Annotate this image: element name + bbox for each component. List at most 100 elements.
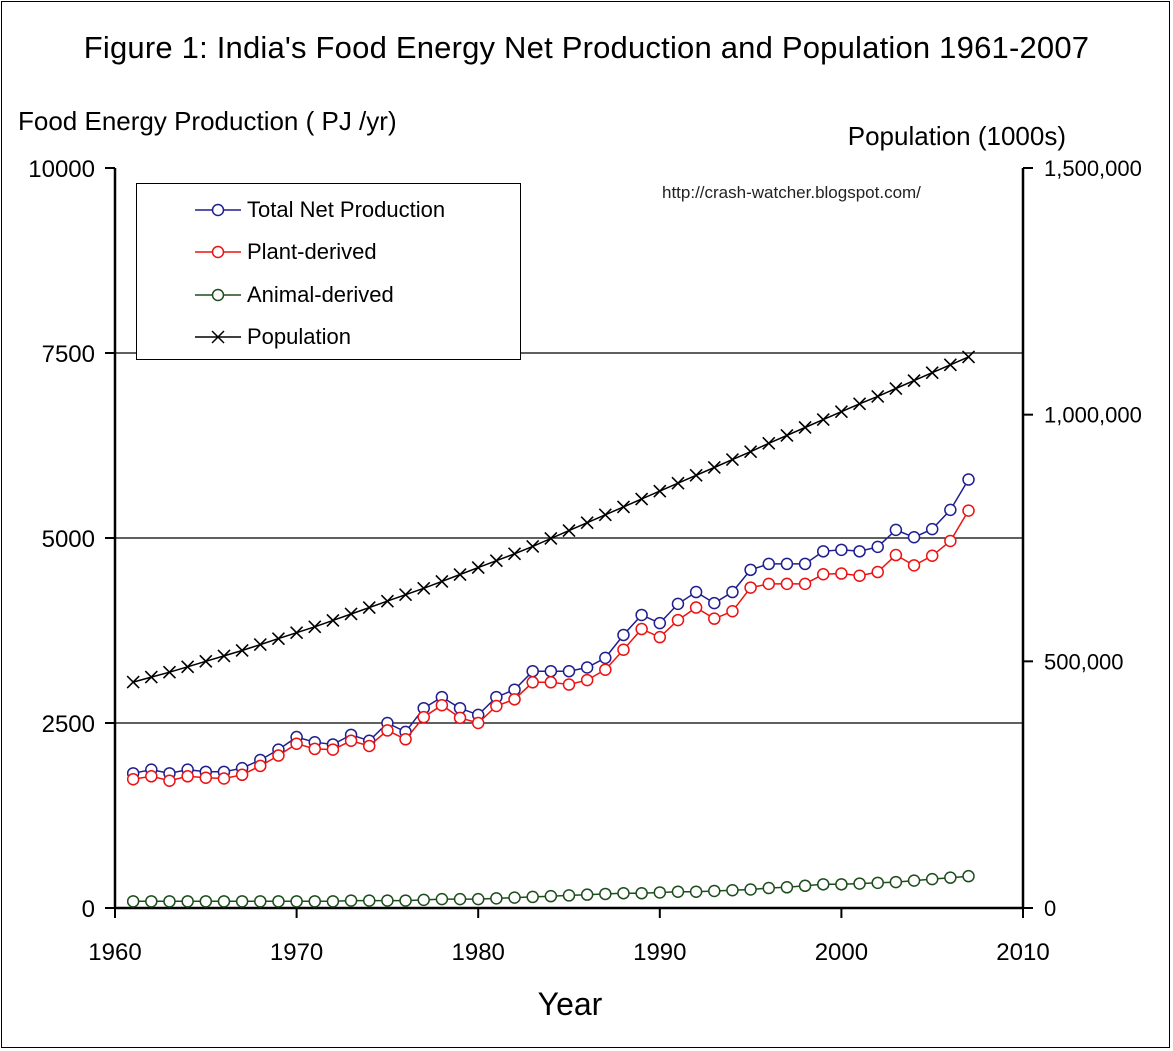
- data-point-population: [834, 405, 848, 419]
- data-point-total-net-production: [653, 616, 667, 630]
- data-point-animal-derived: [635, 886, 648, 900]
- x-tick-label: 2000: [815, 939, 868, 966]
- data-point-animal-derived: [272, 895, 285, 908]
- data-point-total-net-production: [744, 563, 757, 577]
- data-point-total-net-production: [689, 585, 703, 599]
- data-point-population: [725, 452, 740, 467]
- data-point-animal-derived: [126, 895, 140, 908]
- legend-item-animal: Animal-derived: [195, 280, 394, 310]
- data-point-population: [744, 445, 758, 459]
- data-point-animal-derived: [508, 891, 521, 904]
- legend-circle-marker-icon: [195, 245, 241, 259]
- data-point-population: [380, 594, 394, 608]
- data-point-population: [398, 588, 413, 602]
- data-point-plant-derived: [272, 749, 285, 762]
- data-point-total-net-production: [526, 664, 539, 678]
- data-point-total-net-production: [544, 664, 558, 678]
- data-point-plant-derived: [508, 693, 521, 706]
- data-point-plant-derived: [889, 548, 903, 562]
- data-point-plant-derived: [417, 710, 430, 724]
- data-point-population: [489, 554, 503, 568]
- data-point-animal-derived: [726, 883, 739, 897]
- left-tick-label: 2500: [42, 711, 95, 738]
- right-tick-label: 0: [1044, 896, 1056, 921]
- data-point-animal-derived: [163, 895, 176, 908]
- data-point-plant-derived: [308, 742, 322, 756]
- data-point-plant-derived: [254, 759, 267, 773]
- data-point-total-net-production: [580, 661, 594, 674]
- data-point-total-net-production: [889, 523, 903, 537]
- data-point-plant-derived: [344, 734, 358, 748]
- data-point-population: [852, 397, 867, 411]
- data-point-population: [235, 643, 249, 658]
- data-point-population: [889, 381, 903, 396]
- data-point-animal-derived: [181, 895, 194, 908]
- left-tick-label: 10000: [28, 156, 95, 183]
- data-point-population: [689, 468, 703, 482]
- data-point-animal-derived: [417, 893, 430, 907]
- legend-label: Population: [247, 324, 351, 349]
- data-point-total-net-production: [907, 531, 921, 544]
- data-point-population: [598, 508, 612, 522]
- data-point-animal-derived: [145, 895, 158, 908]
- legend-item-total: Total Net Production: [195, 195, 445, 225]
- data-point-population: [580, 516, 594, 530]
- data-point-plant-derived: [145, 770, 158, 783]
- legend-label: Animal-derived: [247, 282, 394, 307]
- data-point-plant-derived: [580, 673, 594, 687]
- data-point-animal-derived: [471, 892, 485, 906]
- series-line-total-net-production: [133, 479, 970, 775]
- legend: Total Net Production Plant-derived Anima…: [136, 183, 521, 360]
- data-point-animal-derived: [362, 894, 376, 907]
- data-point-plant-derived: [744, 581, 757, 594]
- data-point-plant-derived: [163, 774, 176, 787]
- legend-item-population: Population: [195, 322, 351, 352]
- data-point-animal-derived: [762, 881, 776, 895]
- data-point-total-net-production: [617, 628, 630, 642]
- data-point-animal-derived: [453, 892, 467, 906]
- data-point-total-net-production: [871, 540, 884, 554]
- data-point-plant-derived: [181, 770, 194, 783]
- data-point-population: [344, 607, 358, 621]
- left-tick-label: 5000: [42, 526, 95, 553]
- data-point-animal-derived: [254, 895, 267, 908]
- data-point-animal-derived: [435, 892, 449, 906]
- source-annotation: http://crash-watcher.blogspot.com/: [662, 183, 921, 202]
- data-point-animal-derived: [744, 883, 757, 896]
- data-point-total-net-production: [798, 557, 812, 571]
- data-point-animal-derived: [290, 895, 303, 908]
- data-point-population: [653, 484, 667, 498]
- data-point-total-net-production: [726, 585, 739, 599]
- data-point-plant-derived: [544, 676, 558, 689]
- data-point-population: [326, 613, 340, 627]
- data-point-plant-derived: [871, 565, 884, 579]
- data-point-population: [181, 660, 195, 674]
- data-point-plant-derived: [399, 733, 412, 746]
- data-point-animal-derived: [381, 894, 394, 907]
- data-point-population: [162, 665, 177, 679]
- data-point-plant-derived: [235, 768, 249, 782]
- data-point-animal-derived: [871, 876, 884, 890]
- data-point-population: [544, 531, 558, 546]
- data-point-plant-derived: [599, 663, 612, 676]
- data-point-plant-derived: [453, 711, 467, 725]
- data-point-plant-derived: [835, 567, 848, 580]
- data-point-total-net-production: [780, 557, 794, 571]
- data-point-plant-derived: [290, 737, 303, 750]
- data-point-plant-derived: [126, 772, 140, 786]
- data-point-population: [798, 420, 812, 435]
- x-tick-label: 1980: [452, 939, 505, 966]
- data-point-total-net-production: [835, 543, 848, 557]
- data-point-plant-derived: [362, 739, 376, 753]
- x-tick-label: 1990: [633, 939, 686, 966]
- data-point-plant-derived: [653, 630, 667, 644]
- left-tick-label: 7500: [42, 341, 95, 368]
- data-point-total-net-production: [925, 522, 939, 536]
- data-point-animal-derived: [907, 874, 921, 887]
- data-point-animal-derived: [217, 895, 231, 908]
- data-point-animal-derived: [599, 887, 612, 901]
- legend-circle-marker-icon: [195, 203, 241, 217]
- data-point-plant-derived: [925, 549, 939, 563]
